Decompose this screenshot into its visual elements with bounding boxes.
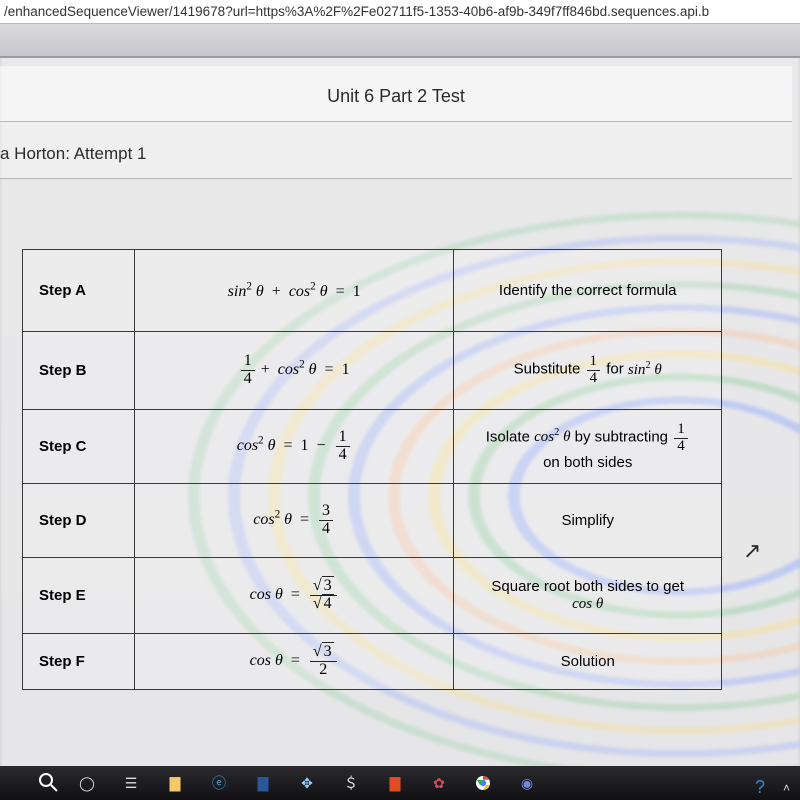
step-label: Step A [23,250,135,332]
office-icon[interactable]: ▇ [386,774,404,792]
attempt-label: a Horton: Attempt 1 [0,122,792,179]
table-row: Step Fcos θ = 32Solution [23,634,722,690]
word-icon[interactable]: ▇ [254,774,272,792]
steps-tbody: Step Asin2 θ + cos2 θ = 1Identify the co… [23,250,722,690]
edge-icon[interactable]: ⓔ [210,774,228,792]
step-description: Identify the correct formula [454,250,722,332]
step-expression: cos2 θ = 1 − 14 [134,410,454,484]
step-description: Simplify [454,484,722,558]
step-expression: cos θ = 34 [134,558,454,634]
cortana-circle-icon[interactable]: ◯ [78,774,96,792]
step-description: Substitute 14 for sin2 θ [454,332,722,410]
table-row: Step Dcos2 θ = 34Simplify [23,484,722,558]
step-label: Step B [23,332,135,410]
step-description: Solution [454,634,722,690]
page-title: Unit 6 Part 2 Test [0,66,792,122]
page-content: Unit 6 Part 2 Test a Horton: Attempt 1 S… [0,66,792,690]
step-description: Isolate cos2 θ by subtracting 14on both … [454,410,722,484]
chevron-up-icon[interactable]: ˄ [783,781,790,795]
step-expression: cos θ = 32 [134,634,454,690]
step-label: Step F [23,634,135,690]
browser-url-bar[interactable]: /enhancedSequenceViewer/1419678?url=http… [0,0,800,24]
windows-taskbar[interactable]: ◯ ☰ ▇ ⓔ ▇ ✥ ＄ ▇ ✿ ◉ [0,766,800,800]
step-description: Square root both sides to getcos θ [454,558,722,634]
taskbar-right: ? ˄ [755,777,790,798]
table-row: Step Ecos θ = 34Square root both sides t… [23,558,722,634]
discord-icon[interactable]: ◉ [518,774,536,792]
help-icon[interactable]: ? [755,777,765,798]
step-label: Step E [23,558,135,634]
step-expression: 14+ cos2 θ = 1 [134,332,454,410]
step-label: Step C [23,410,135,484]
spacer [0,179,792,249]
steps-table: Step Asin2 θ + cos2 θ = 1Identify the co… [22,249,722,690]
table-row: Step B14+ cos2 θ = 1Substitute 14 for si… [23,332,722,410]
flower-icon[interactable]: ✿ [430,774,448,792]
task-view-icon[interactable]: ☰ [122,774,140,792]
step-label: Step D [23,484,135,558]
dollar-icon[interactable]: ＄ [342,774,360,792]
chrome-icon[interactable] [474,774,492,792]
url-text: /enhancedSequenceViewer/1419678?url=http… [4,4,709,19]
folder-icon[interactable]: ▇ [166,774,184,792]
table-row: Step Asin2 θ + cos2 θ = 1Identify the co… [23,250,722,332]
search-icon[interactable] [38,772,60,794]
step-expression: sin2 θ + cos2 θ = 1 [134,250,454,332]
dropbox-icon[interactable]: ✥ [298,774,316,792]
table-row: Step Ccos2 θ = 1 − 14Isolate cos2 θ by s… [23,410,722,484]
step-expression: cos2 θ = 34 [134,484,454,558]
browser-tab-strip[interactable] [0,24,800,58]
